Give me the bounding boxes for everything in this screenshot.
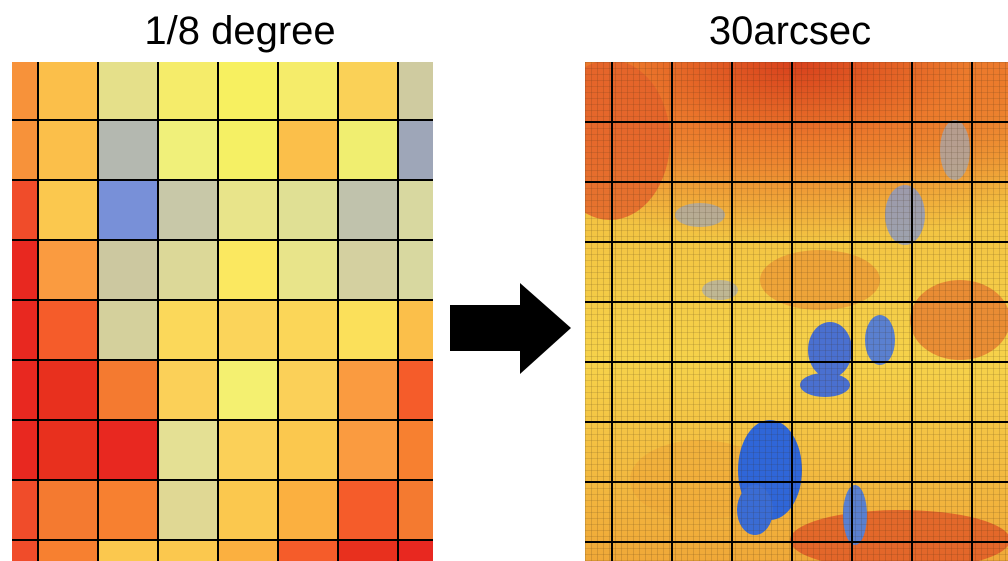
grid-cell: [278, 360, 338, 420]
grid-cell: [218, 420, 278, 480]
grid-cell: [158, 360, 218, 420]
grid-cell: [98, 480, 158, 540]
page: 1/8 degree 30arcsec (() => { const data …: [0, 0, 1008, 561]
grid-cell: [398, 180, 433, 240]
grid-cell: [12, 62, 38, 120]
grid-cell: [338, 360, 398, 420]
grid-cell: [158, 180, 218, 240]
grid-cell: [98, 420, 158, 480]
grid-cell: [278, 240, 338, 300]
grid-cell: [278, 62, 338, 120]
grid-cell: [218, 300, 278, 360]
grid-cell: [12, 540, 38, 561]
grid-cell: [218, 180, 278, 240]
grid-cell: [158, 420, 218, 480]
grid-cell: [38, 120, 98, 180]
arrow: [450, 283, 571, 374]
figure: 1/8 degree 30arcsec: [0, 0, 1008, 561]
grid-cell: [12, 300, 38, 360]
grid-cell: [158, 300, 218, 360]
grid-cell: [278, 480, 338, 540]
grid-cell: [98, 300, 158, 360]
grid-cell: [338, 420, 398, 480]
grid-cell: [98, 62, 158, 120]
grid-cell: [398, 62, 433, 120]
grid-cell: [278, 120, 338, 180]
grid-cell: [338, 480, 398, 540]
grid-cell: [38, 360, 98, 420]
grid-cell: [218, 540, 278, 561]
grid-cell: [38, 300, 98, 360]
grid-cell: [338, 540, 398, 561]
grid-cell: [98, 360, 158, 420]
grid-cell: [218, 120, 278, 180]
right-title: 30arcsec: [709, 9, 871, 53]
grid-cell: [338, 120, 398, 180]
fine-grid: [550, 60, 1008, 561]
grid-cell: [338, 62, 398, 120]
grid-cell: [98, 120, 158, 180]
left-title: 1/8 degree: [144, 9, 335, 53]
grid-cell: [398, 360, 433, 420]
grid-cell: [12, 180, 38, 240]
grid-cell: [38, 62, 98, 120]
grid-cell: [398, 240, 433, 300]
grid-cell: [38, 420, 98, 480]
grid-cell: [158, 62, 218, 120]
grid-cell: [398, 120, 433, 180]
grid-cell: [338, 180, 398, 240]
grid-cell: [158, 540, 218, 561]
grid-cell: [398, 480, 433, 540]
grid-cell: [98, 180, 158, 240]
grid-cell: [12, 360, 38, 420]
grid-cell: [158, 480, 218, 540]
grid-cell: [12, 240, 38, 300]
grid-cell: [398, 300, 433, 360]
grid-cell: [38, 480, 98, 540]
grid-cell: [38, 540, 98, 561]
grid-cell: [278, 300, 338, 360]
grid-cell: [38, 240, 98, 300]
grid-cell: [98, 240, 158, 300]
grid-cell: [12, 120, 38, 180]
grid-cell: [38, 180, 98, 240]
grid-cell: [338, 240, 398, 300]
coarse-grid: [12, 62, 433, 561]
grid-cell: [278, 420, 338, 480]
grid-cell: [398, 420, 433, 480]
grid-cell: [98, 540, 158, 561]
grid-cell: [158, 120, 218, 180]
grid-cell: [12, 480, 38, 540]
grid-cell: [218, 360, 278, 420]
grid-cell: [338, 300, 398, 360]
grid-cell: [158, 240, 218, 300]
grid-cell: [278, 180, 338, 240]
grid-cell: [398, 540, 433, 561]
grid-cell: [12, 420, 38, 480]
grid-cell: [278, 540, 338, 561]
grid-cell: [218, 62, 278, 120]
grid-cell: [218, 480, 278, 540]
grid-cell: [218, 240, 278, 300]
